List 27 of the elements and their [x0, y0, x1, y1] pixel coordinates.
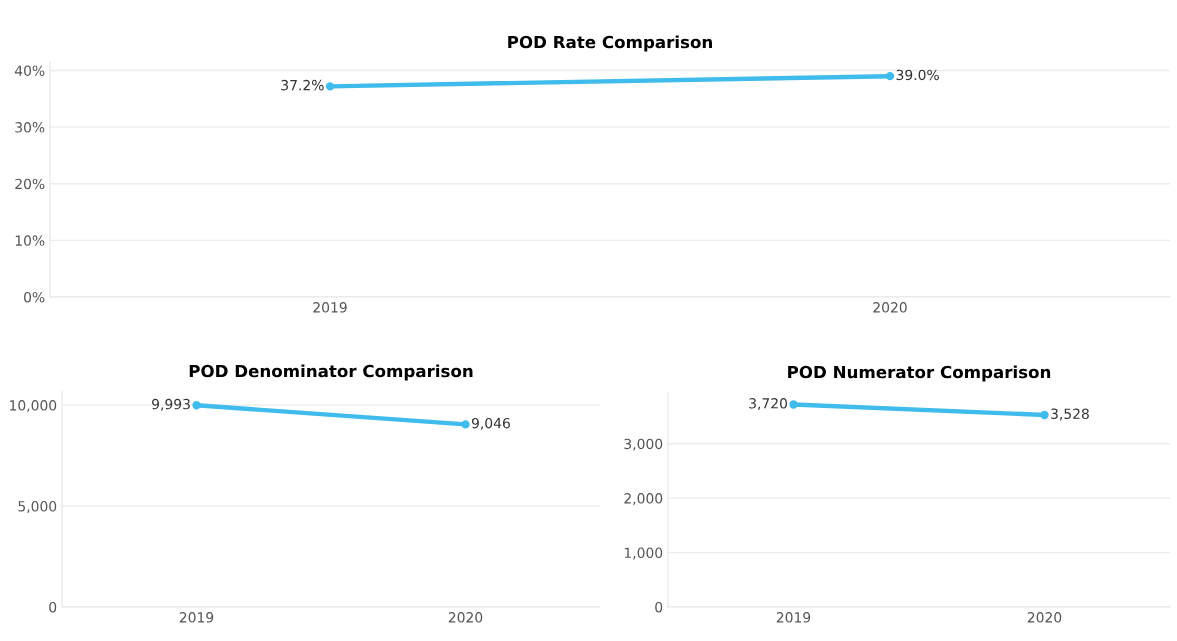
- y-tick-label: 10%: [15, 235, 45, 246]
- data-label: 39.0%: [896, 69, 939, 81]
- y-tick-label: 2,000: [624, 493, 663, 506]
- data-label: 3,720: [749, 398, 788, 410]
- x-tick-label: 2020: [448, 612, 483, 623]
- x-tick-label: 2019: [313, 302, 347, 313]
- y-tick-label: 40%: [14, 65, 45, 76]
- x-tick-label: 2019: [776, 612, 811, 623]
- y-tick-label: 10,000: [10, 400, 57, 413]
- data-label: 3,528: [1051, 408, 1089, 421]
- y-tick-label: 0: [49, 601, 57, 613]
- y-tick-label: 0%: [24, 291, 45, 303]
- data-label: 9,046: [471, 417, 510, 430]
- chart-title: POD Numerator Comparison: [788, 365, 1051, 382]
- x-tick-label: 2020: [1027, 612, 1062, 623]
- data-label: 37.2%: [281, 79, 324, 91]
- y-tick-label: 1,000: [624, 547, 663, 560]
- y-tick-label: 30%: [15, 122, 45, 133]
- y-tick-label: 20%: [15, 178, 45, 190]
- x-tick-label: 2020: [873, 302, 907, 313]
- y-tick-label: 5,000: [18, 501, 57, 513]
- chart-title: POD Denominator Comparison: [189, 364, 473, 381]
- y-tick-label: 3,000: [624, 438, 663, 451]
- data-label: 9,993: [152, 398, 190, 411]
- chart-title: POD Rate Comparison: [508, 35, 712, 52]
- y-tick-label: 0: [655, 601, 663, 613]
- x-tick-label: 2019: [179, 612, 214, 623]
